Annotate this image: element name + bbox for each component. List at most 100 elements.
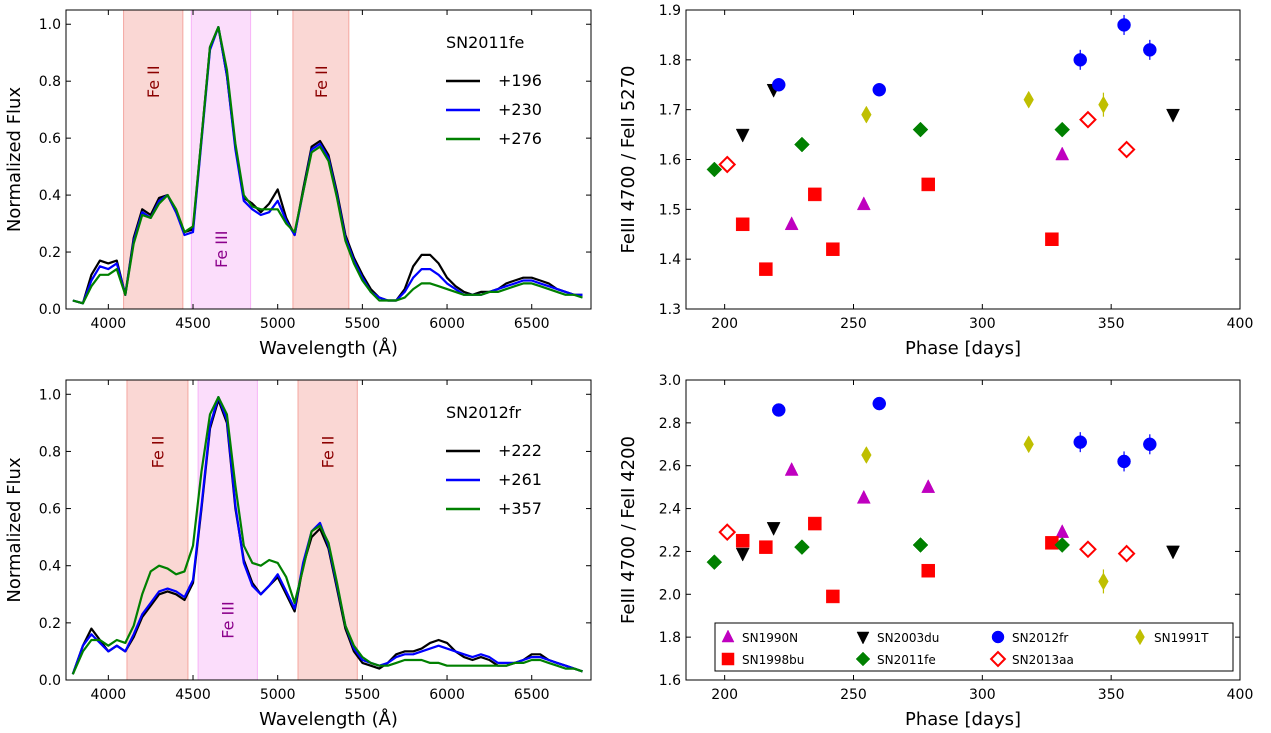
x-tick-label: 250 — [840, 687, 867, 703]
marker-triangle-down — [735, 547, 750, 562]
marker-circle — [1117, 18, 1131, 32]
marker-thin-diamond — [1098, 572, 1109, 591]
y-tick-label: 2.8 — [659, 416, 681, 432]
x-tick-label: 6000 — [429, 687, 465, 703]
series-SN2003du — [735, 83, 1180, 143]
marker-diamond — [912, 537, 929, 553]
marker-diamond — [718, 523, 737, 542]
y-tick-label: 1.0 — [39, 17, 61, 33]
x-tick-label: 6000 — [429, 316, 465, 332]
marker-square — [921, 563, 935, 578]
x-tick-label: 5500 — [345, 316, 381, 332]
band-label: Fe II — [319, 436, 338, 469]
legend-entry: SN1998bu — [742, 653, 804, 667]
band-label: Fe II — [144, 65, 163, 98]
marker-square — [921, 177, 935, 192]
plot-frame — [65, 9, 592, 310]
marker-triangle-down — [856, 631, 870, 645]
y-tick-label: 1.9 — [659, 3, 681, 19]
shaded-band — [292, 9, 350, 310]
marker-diamond — [1054, 537, 1071, 553]
marker-square — [759, 540, 773, 554]
series-SN2013aa — [718, 523, 1136, 563]
x-tick-label: 300 — [969, 687, 996, 703]
marker-triangle-down — [1166, 108, 1180, 123]
legend-entry: SN1991T — [1154, 631, 1209, 645]
x-axis-label: Phase [days] — [905, 338, 1021, 359]
marker-square — [1045, 536, 1059, 550]
y-tick-label: 1.6 — [659, 153, 681, 169]
y-axis-label: Normalized Flux — [4, 87, 25, 233]
marker-thin-diamond — [1135, 628, 1145, 646]
y-tick-label: 0.2 — [39, 245, 61, 261]
shaded-band — [190, 9, 252, 310]
plot-frame — [685, 379, 1241, 681]
marker-circle — [1143, 43, 1157, 57]
y-tick-label: 1.0 — [39, 387, 61, 403]
x-tick-label: 200 — [711, 687, 738, 703]
y-tick-label: 1.6 — [659, 673, 681, 689]
marker-square — [826, 242, 840, 256]
marker-square — [721, 652, 735, 666]
legend-entry: +261 — [498, 470, 542, 489]
legend-entry: SN2012fr — [1012, 631, 1068, 645]
y-tick-label: 3.0 — [659, 373, 681, 389]
x-tick-label: 250 — [840, 316, 867, 332]
x-tick-label: 300 — [969, 316, 996, 332]
series-SN2013aa — [718, 110, 1136, 174]
series-SN2011fe — [706, 537, 1071, 570]
legend-entry: +276 — [498, 129, 542, 148]
x-tick-label: 5000 — [260, 687, 296, 703]
y-tick-label: 0.2 — [39, 616, 61, 632]
x-tick-label: 5500 — [345, 687, 381, 703]
marker-triangle-up — [921, 479, 936, 493]
y-axis-label: FeIII 4700 / FeII 4200 — [618, 436, 639, 624]
series-SN1991T — [861, 90, 1109, 124]
marker-square — [1045, 232, 1059, 246]
legend-title: SN2012fr — [446, 403, 521, 422]
legend-entry: SN1990N — [742, 631, 798, 645]
y-tick-label: 0.8 — [39, 444, 61, 460]
legend-entry: +230 — [498, 100, 542, 119]
y-axis-label: Normalized Flux — [4, 457, 25, 603]
marker-square — [808, 516, 822, 531]
y-tick-label: 2.0 — [659, 587, 681, 603]
band-label: Fe II — [148, 436, 167, 469]
marker-diamond — [1117, 140, 1136, 159]
marker-square — [735, 533, 750, 548]
shaded-band — [123, 9, 184, 310]
y-tick-label: 0.6 — [39, 502, 61, 518]
legend-entry: +357 — [498, 499, 542, 518]
series-SN1990N — [784, 461, 1070, 538]
band-label: Fe III — [219, 601, 238, 638]
y-tick-label: 1.5 — [659, 202, 681, 218]
x-tick-label: 5000 — [260, 316, 296, 332]
marker-diamond — [706, 161, 723, 178]
series-line-357 — [71, 396, 583, 675]
marker-triangle-up — [784, 461, 799, 476]
marker-circle — [872, 82, 887, 97]
marker-diamond — [718, 155, 737, 174]
y-tick-label: 0.4 — [39, 559, 61, 575]
marker-square — [735, 217, 750, 232]
y-tick-label: 1.8 — [659, 53, 681, 69]
ratio-panel-top: 200 250 300 350 400 1.3 1.4 1.5 1.6 1.7 1.8 1.9 Phas… — [618, 3, 1253, 359]
spectrum-panel-top: Fe II Fe III Fe II 4000 4500 5000 5500 6000 6500… — [4, 9, 592, 359]
legend-entry: SN2011fe — [877, 653, 936, 667]
series-SN1998bu — [735, 177, 1059, 276]
marker-triangle-up — [1055, 524, 1070, 538]
x-tick-label: 400 — [1227, 687, 1254, 703]
marker-triangle-up — [1055, 146, 1070, 161]
marker-circle — [1073, 53, 1087, 67]
x-tick-label: 200 — [711, 316, 738, 332]
spectrum-panel-bottom: Fe II Fe III Fe II 4000 4500 5000 5500 6000 6500… — [4, 379, 592, 730]
marker-triangle-down — [735, 128, 750, 143]
x-tick-label: 4500 — [175, 316, 211, 332]
x-tick-label: 6500 — [514, 687, 550, 703]
y-tick-label: 1.7 — [659, 103, 681, 119]
marker-diamond — [989, 650, 1007, 668]
marker-circle — [772, 403, 786, 417]
series-SN1990N — [784, 146, 1070, 231]
y-tick-label: 0.0 — [39, 302, 61, 318]
